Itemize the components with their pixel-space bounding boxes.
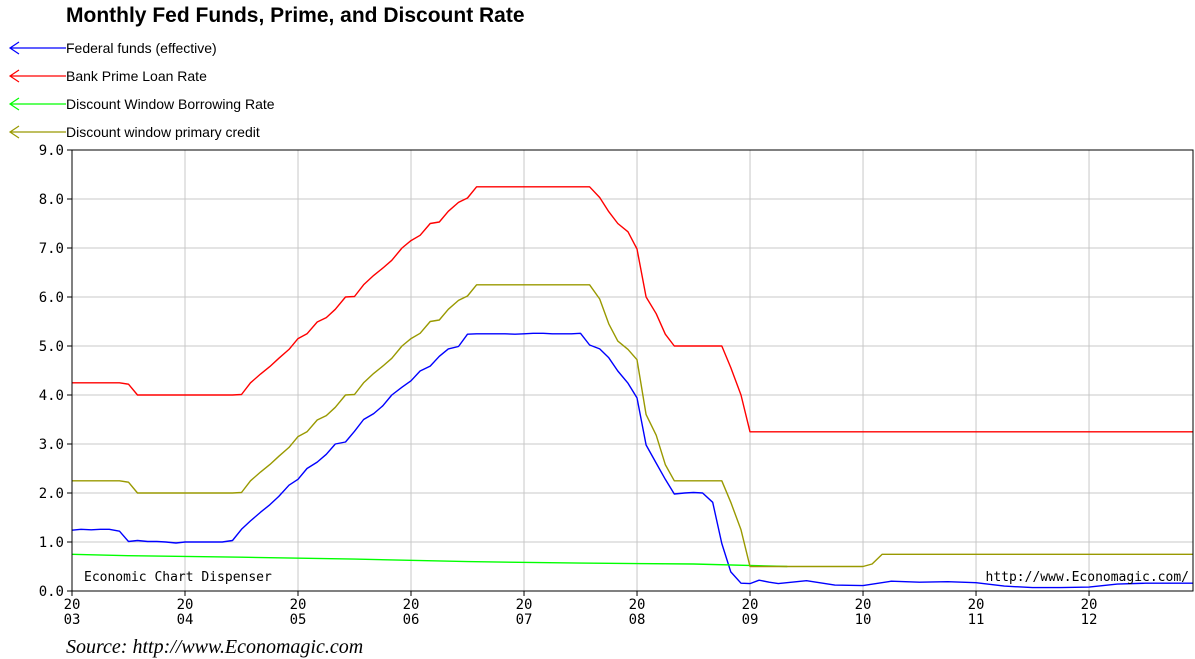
y-tick-label: 5.0 (39, 339, 64, 355)
x-tick-label-century: 20 (855, 597, 872, 613)
gridlines (72, 150, 1193, 591)
legend-swatch-federal-funds (8, 41, 66, 55)
legend-item-discount-window-borrowing: Discount Window Borrowing Rate (8, 93, 275, 115)
x-tick-label-year: 09 (742, 612, 759, 628)
series-line-2 (71, 553, 788, 568)
x-tick-label-century: 20 (64, 597, 81, 613)
y-axis: 0.0 1.0 2.0 3.0 4.0 5.0 6.0 7.0 8.0 9.0 (39, 143, 72, 600)
x-tick-label-century: 20 (742, 597, 759, 613)
x-tick-label-century: 20 (968, 597, 985, 613)
chart-title: Monthly Fed Funds, Prime, and Discount R… (66, 4, 525, 27)
watermark-left: Economic Chart Dispenser (84, 570, 272, 585)
y-tick-label: 9.0 (39, 143, 64, 159)
x-tick-label-year: 10 (855, 612, 872, 628)
legend-arrow-icon (8, 97, 66, 111)
legend-label-discount-window-borrowing: Discount Window Borrowing Rate (66, 96, 275, 112)
legend-arrow-icon (8, 69, 66, 83)
y-tick-label: 2.0 (39, 486, 64, 502)
legend-label-primary-credit: Discount window primary credit (66, 124, 260, 140)
legend-arrow-icon (8, 125, 66, 139)
legend-item-prime-rate: Bank Prime Loan Rate (8, 65, 207, 87)
legend-item-primary-credit: Discount window primary credit (8, 121, 260, 143)
series-layer (71, 186, 1193, 589)
x-tick-label-year: 06 (403, 612, 420, 628)
y-tick-label: 8.0 (39, 192, 64, 208)
legend-label-federal-funds: Federal funds (effective) (66, 40, 217, 56)
y-tick-label: 3.0 (39, 437, 64, 453)
y-tick-label: 7.0 (39, 241, 64, 257)
legend-swatch-discount-window-borrowing (8, 97, 66, 111)
x-tick-label-century: 20 (629, 597, 646, 613)
x-tick-label-year: 07 (516, 612, 533, 628)
series-line-1 (72, 186, 1193, 433)
y-tick-label: 4.0 (39, 388, 64, 404)
series-line-3 (72, 284, 1193, 568)
y-tick-label: 1.0 (39, 535, 64, 551)
x-tick-label-year: 12 (1081, 612, 1098, 628)
x-tick-label-year: 08 (629, 612, 646, 628)
legend-item-federal-funds: Federal funds (effective) (8, 37, 217, 59)
legend-swatch-prime-rate (8, 69, 66, 83)
source-note: Source: http://www.Economagic.com (66, 636, 364, 658)
x-tick-label-century: 20 (177, 597, 194, 613)
x-tick-label-year: 11 (968, 612, 985, 628)
legend-label-prime-rate: Bank Prime Loan Rate (66, 68, 207, 84)
y-tick-label: 0.0 (39, 584, 64, 600)
x-tick-label-year: 03 (64, 612, 81, 628)
x-tick-label-century: 20 (290, 597, 307, 613)
x-tick-label-century: 20 (1081, 597, 1098, 613)
legend-arrow-icon (8, 41, 66, 55)
x-tick-label-century: 20 (516, 597, 533, 613)
y-tick-label: 6.0 (39, 290, 64, 306)
plot-area-frame (71, 149, 1194, 592)
x-tick-label-year: 04 (177, 612, 194, 628)
x-tick-label-century: 20 (403, 597, 420, 613)
x-tick-label-year: 05 (290, 612, 307, 628)
legend-swatch-primary-credit (8, 125, 66, 139)
watermark-right: http://www.Economagic.com/ (986, 570, 1190, 585)
series-line-0 (71, 332, 1193, 589)
